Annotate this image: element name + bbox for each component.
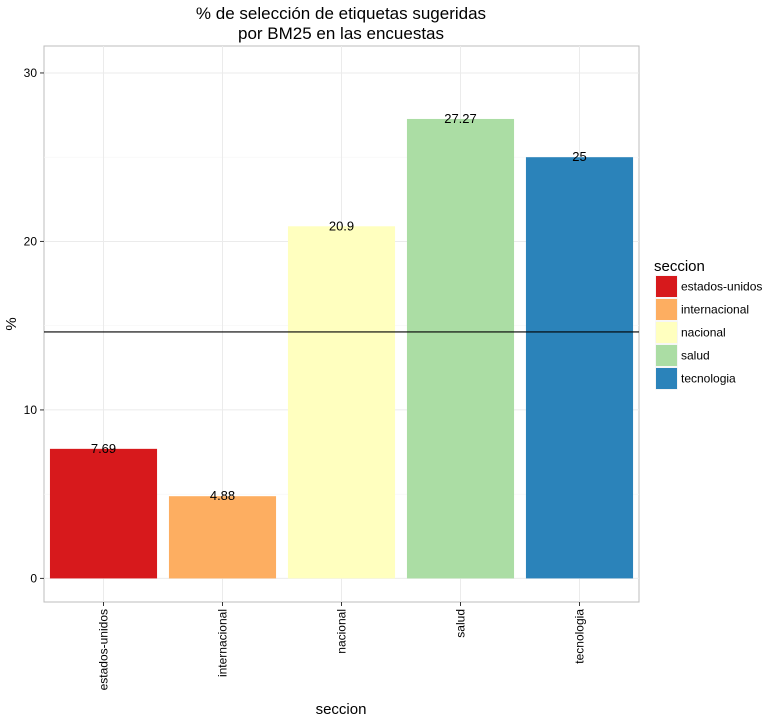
chart-title-line-1: % de selección de etiquetas sugeridas	[196, 4, 486, 23]
y-tick-label: 20	[24, 234, 38, 248]
y-axis-title: %	[3, 317, 20, 330]
x-axis-title: seccion	[316, 701, 367, 718]
legend-swatch-internacional	[656, 299, 677, 320]
legend-title: seccion	[654, 258, 705, 275]
y-axis: 0 10 20 30	[24, 66, 44, 585]
bar-salud	[406, 118, 515, 579]
legend: seccion estados-unidos internacional nacio…	[654, 258, 762, 391]
legend-label-estados-unidos: estados-unidos	[681, 280, 762, 294]
x-tick-label-estados-unidos: estados-unidos	[97, 609, 111, 690]
y-tick-label: 0	[30, 571, 37, 585]
legend-label-internacional: internacional	[681, 303, 749, 317]
data-label-salud: 27.27	[444, 111, 477, 126]
y-tick-label: 10	[24, 403, 38, 417]
legend-label-tecnologia: tecnologia	[681, 372, 736, 386]
data-labels: 7.69 4.88 20.9 27.27 25	[91, 111, 587, 503]
bars	[49, 118, 634, 579]
legend-swatch-estados-unidos	[656, 276, 677, 297]
chart-title-line-2: por BM25 en las encuestas	[238, 24, 444, 43]
x-tick-label-internacional: internacional	[216, 609, 230, 677]
x-tick-label-salud: salud	[454, 609, 468, 638]
data-label-tecnologia: 25	[572, 149, 586, 164]
y-tick-label: 30	[24, 66, 38, 80]
x-tick-label-nacional: nacional	[335, 609, 349, 654]
legend-label-nacional: nacional	[681, 326, 726, 340]
legend-swatch-salud	[656, 345, 677, 366]
legend-swatch-nacional	[656, 322, 677, 343]
x-tick-label-tecnologia: tecnologia	[573, 609, 587, 664]
data-label-estados-unidos: 7.69	[91, 441, 116, 456]
bar-estados-unidos	[49, 448, 158, 579]
bar-tecnologia	[525, 157, 634, 579]
legend-label-salud: salud	[681, 349, 710, 363]
x-axis: estados-unidos internacional nacional salud…	[97, 602, 587, 690]
data-label-nacional: 20.9	[329, 218, 354, 233]
bar-nacional	[287, 226, 396, 579]
legend-swatch-tecnologia	[656, 368, 677, 389]
bar-internacional	[168, 496, 277, 579]
data-label-internacional: 4.88	[210, 488, 235, 503]
